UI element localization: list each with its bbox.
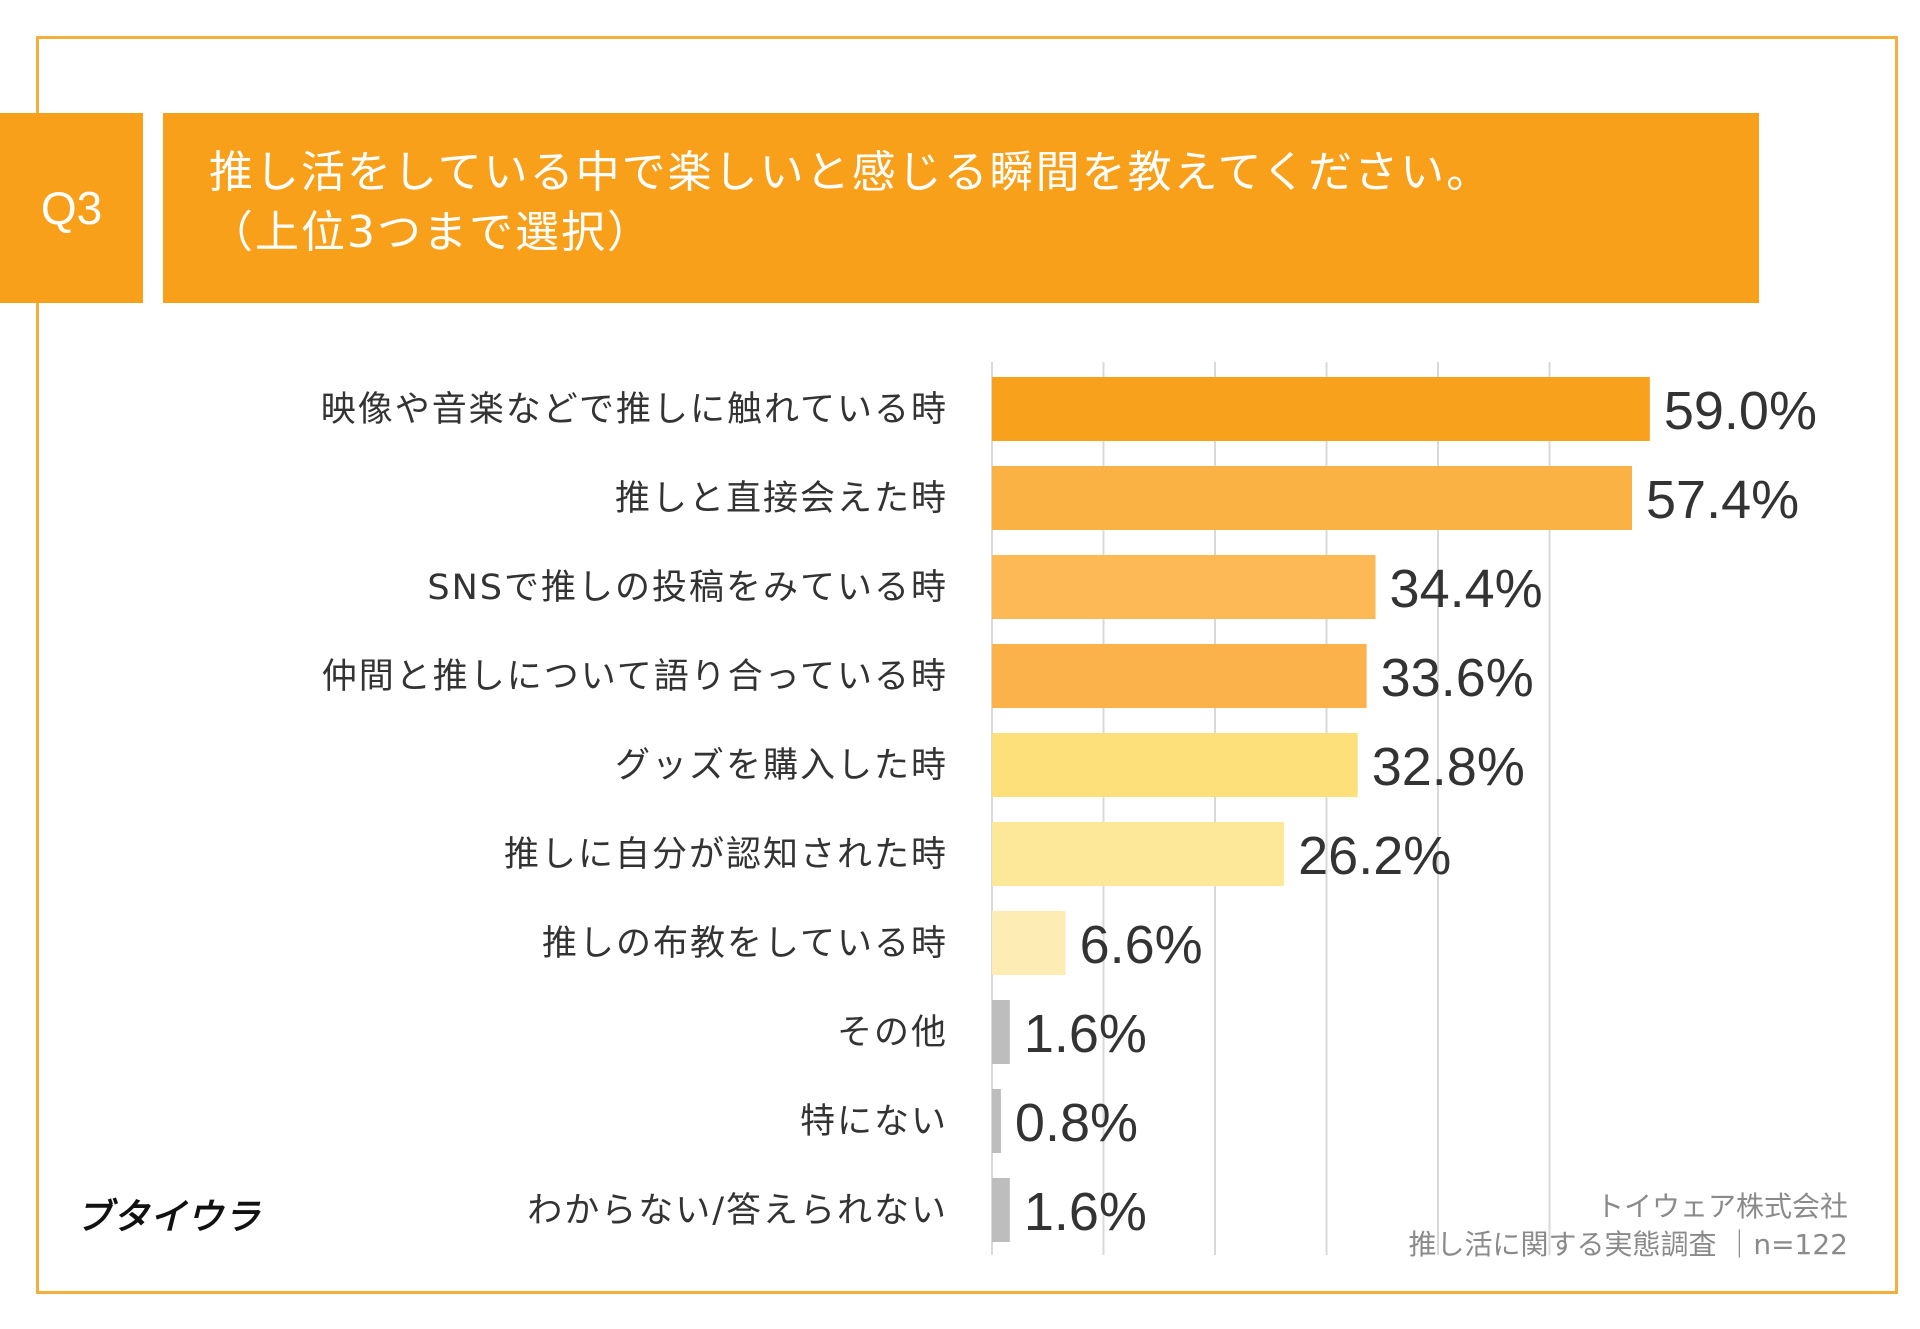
value-label: 1.6% [1024, 1004, 1147, 1064]
source-credit: トイウェア株式会社 推し活に関する実態調査 ｜n=122 [1408, 1188, 1848, 1264]
value-label: 33.6% [1381, 648, 1534, 708]
value-label: 0.8% [1015, 1093, 1138, 1153]
bar [992, 822, 1285, 886]
question-number: Q3 [40, 182, 103, 234]
category-label: SNSで推しの投稿をみている時 [427, 568, 948, 608]
value-label: 59.0% [1664, 381, 1817, 441]
bar [992, 644, 1367, 708]
value-label: 1.6% [1024, 1182, 1147, 1242]
category-label: 推しの布教をしている時 [542, 924, 948, 964]
category-label: 推しと直接会えた時 [615, 479, 948, 519]
chart-frame [36, 36, 1898, 1294]
bar [992, 911, 1066, 975]
brand-logo: ブタイウラ [76, 1197, 262, 1238]
bar [992, 733, 1358, 797]
credit-survey: 推し活に関する実態調査 ｜n=122 [1408, 1228, 1848, 1261]
category-label: 推しに自分が認知された時 [504, 835, 948, 875]
category-label: 特にない [800, 1102, 948, 1142]
value-label: 26.2% [1298, 826, 1451, 886]
category-label: 映像や音楽などで推しに触れている時 [321, 390, 948, 430]
question-title: 推し活をしている中で楽しいと感じる瞬間を教えてください。 [209, 147, 1493, 198]
bar [992, 1089, 1001, 1153]
category-label: わからない/答えられない [527, 1191, 948, 1231]
value-label: 34.4% [1390, 559, 1543, 619]
value-label: 32.8% [1372, 737, 1525, 797]
category-label: 仲間と推しについて語り合っている時 [322, 657, 948, 697]
bar [992, 1000, 1010, 1064]
bar [992, 1178, 1010, 1242]
bar [992, 555, 1376, 619]
bar [992, 377, 1650, 441]
bar [992, 466, 1633, 530]
category-label: その他 [837, 1013, 948, 1053]
value-label: 6.6% [1080, 915, 1203, 975]
question-number-badge: Q3 [0, 113, 143, 303]
question-subtitle: （上位3つまで選択） [209, 207, 653, 258]
category-label: グッズを購入した時 [615, 746, 948, 786]
value-label: 57.4% [1646, 470, 1799, 530]
question-title-banner: 推し活をしている中で楽しいと感じる瞬間を教えてください。 （上位3つまで選択） [163, 113, 1759, 303]
credit-company: トイウェア株式会社 [1595, 1190, 1848, 1223]
